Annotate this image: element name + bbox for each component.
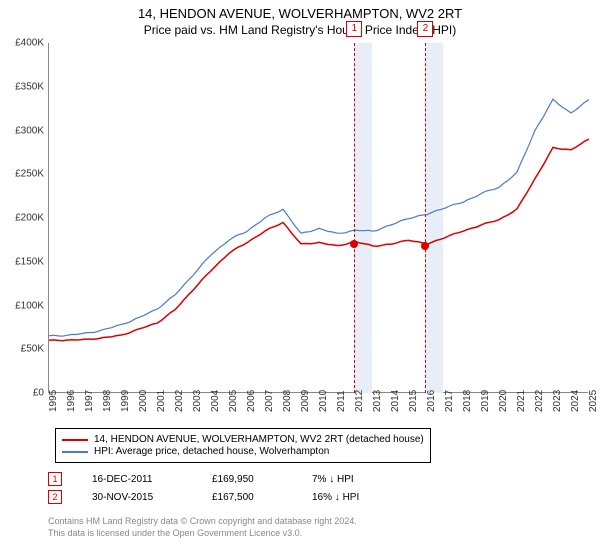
sale-row: 1 16-DEC-2011 £169,950 7% ↓ HPI	[48, 472, 588, 486]
x-tick-label: 2011	[336, 390, 347, 412]
x-tick-label: 2013	[372, 390, 383, 412]
x-tick-label: 2015	[408, 390, 419, 412]
sale-band-label: 2	[417, 21, 433, 37]
chart-container: 14, HENDON AVENUE, WOLVERHAMPTON, WV2 2R…	[0, 0, 600, 560]
sale-row-delta: 7% ↓ HPI	[312, 474, 354, 485]
x-tick-label: 2001	[156, 390, 167, 412]
sale-band-label: 1	[346, 21, 362, 37]
series-property-line	[49, 139, 589, 341]
sale-band-line	[354, 43, 355, 393]
legend-label: 14, HENDON AVENUE, WOLVERHAMPTON, WV2 2R…	[94, 434, 424, 445]
x-tick-label: 1999	[120, 390, 131, 412]
sale-row-date: 30-NOV-2015	[92, 492, 182, 503]
x-axis: 1995 1996 1997 1998 1999 2000 2001 2002 2003 2004…	[48, 393, 588, 423]
x-tick-label: 2017	[444, 390, 455, 412]
sale-row: 2 30-NOV-2015 £167,500 16% ↓ HPI	[48, 490, 588, 504]
legend-swatch	[62, 451, 88, 453]
sale-row-marker: 2	[48, 490, 62, 504]
x-tick-label: 1995	[48, 390, 59, 412]
chart-area: £0£50K£100K£150K£200K£250K£300K£350K£400…	[0, 43, 600, 423]
x-tick-label: 2004	[210, 390, 221, 412]
y-axis: £0£50K£100K£150K£200K£250K£300K£350K£400…	[0, 43, 48, 393]
y-tick-label: £300K	[15, 125, 44, 136]
legend: 14, HENDON AVENUE, WOLVERHAMPTON, WV2 2R…	[55, 428, 431, 463]
x-tick-label: 2000	[138, 390, 149, 412]
y-tick-label: £400K	[15, 38, 44, 49]
x-tick-label: 2018	[462, 390, 473, 412]
x-tick-label: 2012	[354, 390, 365, 412]
y-tick-label: £200K	[15, 213, 44, 224]
legend-label: HPI: Average price, detached house, Wolv…	[94, 446, 329, 457]
footer-line-2: This data is licensed under the Open Gov…	[48, 528, 357, 540]
x-tick-label: 2003	[192, 390, 203, 412]
x-tick-label: 2006	[246, 390, 257, 412]
x-tick-label: 2008	[282, 390, 293, 412]
x-tick-label: 2024	[570, 390, 581, 412]
y-tick-label: £350K	[15, 81, 44, 92]
sale-row-date: 16-DEC-2011	[92, 474, 182, 485]
x-tick-label: 2021	[516, 390, 527, 412]
x-tick-label: 2014	[390, 390, 401, 412]
sale-point-marker	[421, 242, 429, 250]
legend-item: HPI: Average price, detached house, Wolv…	[62, 446, 424, 457]
x-tick-label: 2023	[552, 390, 563, 412]
sale-point-marker	[350, 240, 358, 248]
x-tick-label: 1998	[102, 390, 113, 412]
y-tick-label: £150K	[15, 256, 44, 267]
sale-row-price: £169,950	[212, 474, 282, 485]
y-tick-label: £0	[33, 388, 44, 399]
plot-svg	[49, 43, 589, 393]
y-tick-label: £250K	[15, 169, 44, 180]
x-tick-label: 1996	[66, 390, 77, 412]
footer-text: Contains HM Land Registry data © Crown c…	[48, 516, 357, 539]
x-tick-label: 2007	[264, 390, 275, 412]
x-tick-label: 2002	[174, 390, 185, 412]
x-tick-label: 2025	[588, 390, 599, 412]
x-tick-label: 2016	[426, 390, 437, 412]
x-tick-label: 2009	[300, 390, 311, 412]
legend-item: 14, HENDON AVENUE, WOLVERHAMPTON, WV2 2R…	[62, 434, 424, 445]
footer-line-1: Contains HM Land Registry data © Crown c…	[48, 516, 357, 528]
sale-row-delta: 16% ↓ HPI	[312, 492, 359, 503]
x-tick-label: 1997	[84, 390, 95, 412]
plot-area: 12	[48, 43, 588, 393]
x-tick-label: 2022	[534, 390, 545, 412]
x-tick-label: 2019	[480, 390, 491, 412]
series-hpi-line	[49, 99, 589, 336]
y-tick-label: £100K	[15, 300, 44, 311]
sale-band-line	[425, 43, 426, 393]
title-block: 14, HENDON AVENUE, WOLVERHAMPTON, WV2 2R…	[0, 0, 600, 37]
x-tick-label: 2020	[498, 390, 509, 412]
legend-swatch	[62, 439, 88, 441]
title-line-2: Price paid vs. HM Land Registry's House …	[0, 23, 600, 37]
x-tick-label: 2005	[228, 390, 239, 412]
sale-row-price: £167,500	[212, 492, 282, 503]
y-tick-label: £50K	[21, 344, 44, 355]
x-tick-label: 2010	[318, 390, 329, 412]
sales-table: 1 16-DEC-2011 £169,950 7% ↓ HPI 2 30-NOV-2015…	[48, 468, 588, 508]
title-line-1: 14, HENDON AVENUE, WOLVERHAMPTON, WV2 2R…	[0, 6, 600, 21]
sale-row-marker: 1	[48, 472, 62, 486]
